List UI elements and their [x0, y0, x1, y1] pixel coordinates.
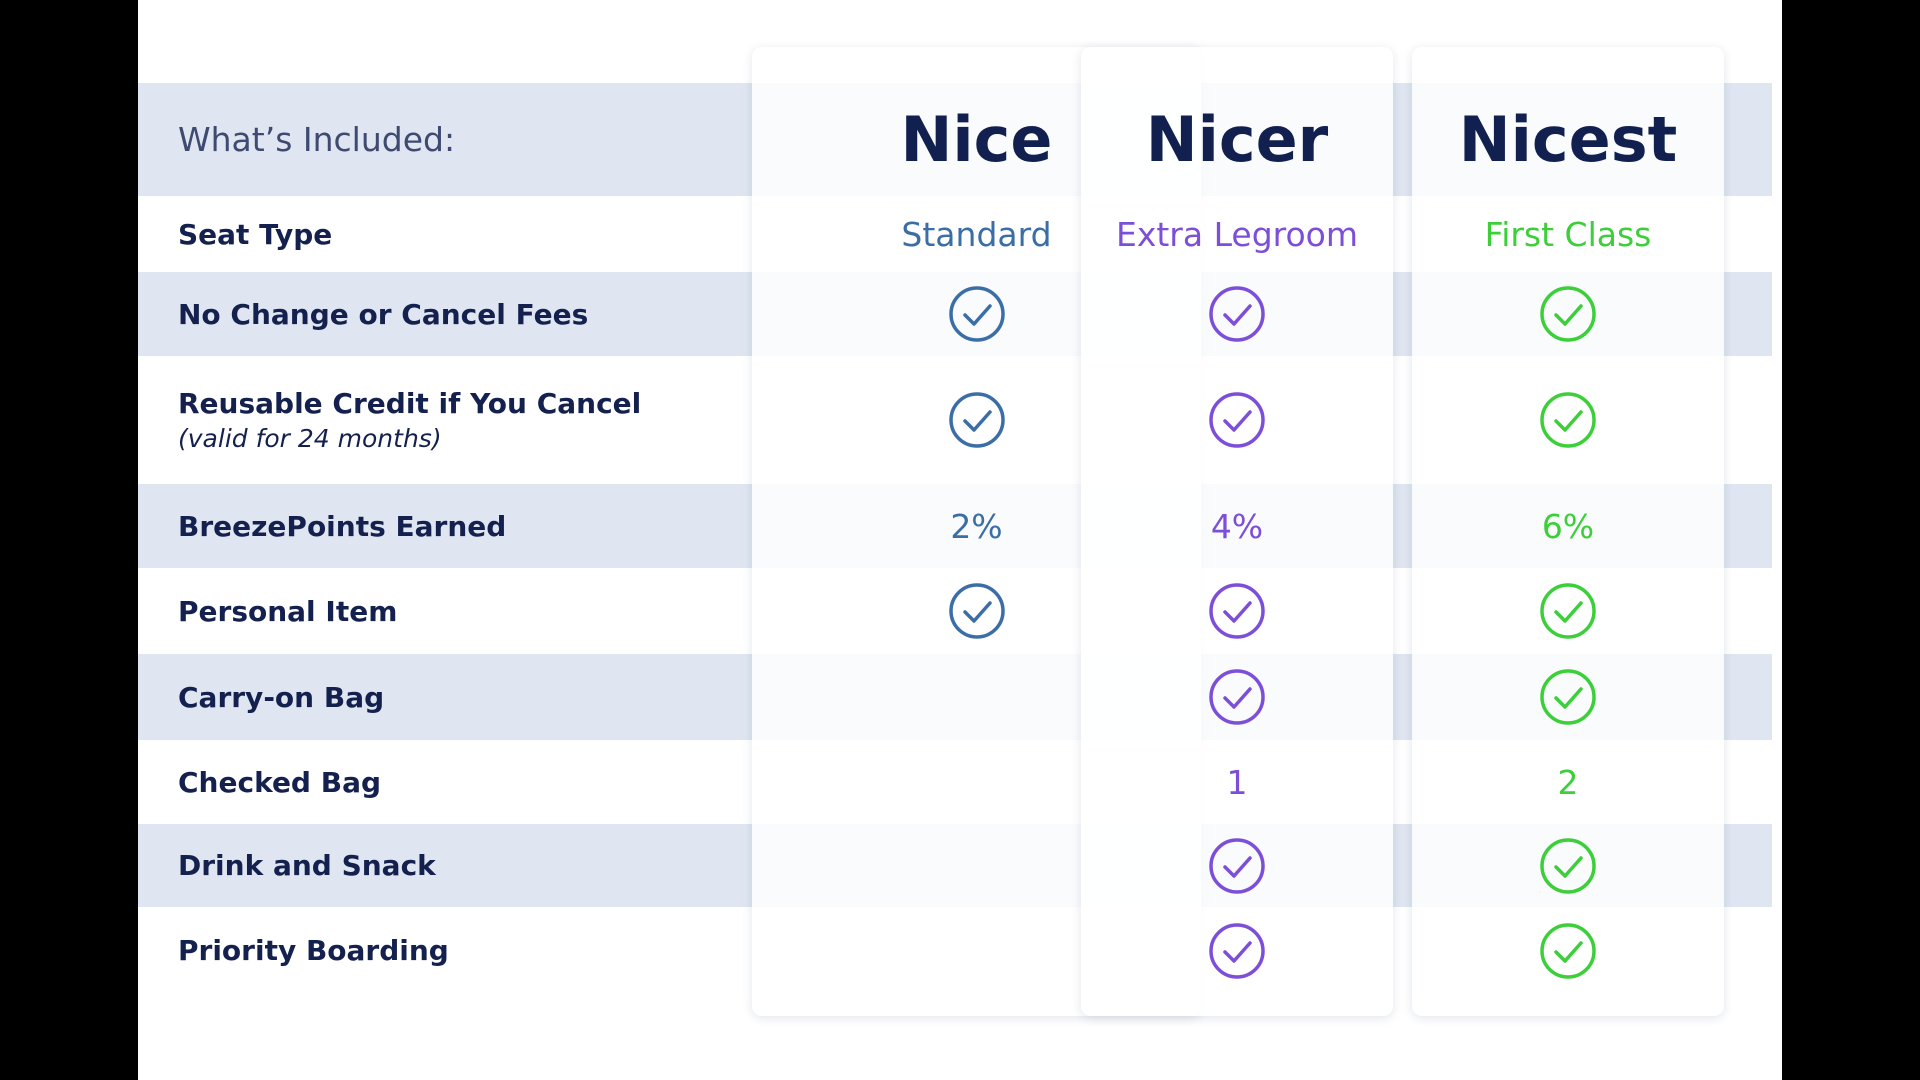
cell	[1081, 907, 1393, 994]
check-icon	[1540, 583, 1596, 639]
row-label-text: Checked Bag	[178, 765, 381, 799]
tier-name: Nicer	[1145, 103, 1329, 176]
check-icon	[1540, 392, 1596, 448]
tier-card	[1081, 47, 1393, 1016]
row-label: Priority Boarding	[138, 907, 748, 994]
row-label-text: No Change or Cancel Fees	[178, 297, 589, 331]
cell	[1412, 272, 1724, 356]
cell	[1412, 654, 1724, 740]
comparison-table: What’s Included: Nice Nicer Nicest Seat Type…	[138, 0, 1782, 1080]
row-label-text: Reusable Credit if You Cancel	[178, 387, 642, 420]
cell: 2%	[950, 506, 1003, 546]
cell: Extra Legroom	[1115, 214, 1359, 254]
row-label-text: Priority Boarding	[178, 934, 449, 967]
row-label-text: Seat Type	[178, 217, 333, 251]
cell: 4%	[1210, 506, 1264, 546]
row-label-text: BreezePoints Earned	[178, 509, 507, 543]
check-icon	[1540, 837, 1596, 894]
check-icon	[948, 286, 1005, 342]
check-icon	[1209, 837, 1265, 894]
cell	[1081, 272, 1393, 356]
row-label: Drink and Snack	[138, 824, 748, 907]
cell	[1081, 824, 1393, 907]
cell: First Class	[1484, 214, 1652, 254]
row-label-text: Drink and Snack	[178, 849, 436, 882]
cell	[1081, 654, 1393, 740]
cell	[1081, 568, 1393, 654]
check-icon	[948, 392, 1005, 448]
row-label: Checked Bag	[138, 740, 748, 824]
tier-name: Nicest	[1458, 103, 1678, 176]
check-icon	[1540, 669, 1596, 725]
check-icon	[1540, 286, 1596, 342]
row-label: Seat Type	[138, 196, 748, 272]
cell: Standard	[901, 214, 1052, 254]
row-label: Personal Item	[138, 568, 748, 654]
cell: 2	[1557, 762, 1579, 802]
header-label: What’s Included:	[178, 120, 456, 159]
cell	[1412, 824, 1724, 907]
tier-name: Nice	[900, 103, 1053, 176]
check-icon	[1540, 922, 1596, 979]
cell	[1412, 907, 1724, 994]
row-note: (valid for 24 months)	[178, 424, 442, 453]
row-label-text: Personal Item	[178, 594, 398, 628]
cell	[1412, 356, 1724, 484]
check-icon	[1209, 669, 1265, 725]
cell: 6%	[1541, 506, 1595, 546]
check-icon	[1209, 583, 1265, 639]
row-label-text: Carry-on Bag	[178, 680, 385, 714]
cell	[752, 272, 1201, 356]
row-label: BreezePoints Earned	[138, 484, 748, 568]
cell	[752, 568, 1201, 654]
cell	[1081, 356, 1393, 484]
check-icon	[1209, 922, 1265, 979]
check-icon	[1209, 286, 1265, 342]
cell: 1	[1226, 762, 1248, 802]
row-label: Reusable Credit if You Cancel (valid for …	[138, 356, 748, 484]
row-label: Carry-on Bag	[138, 654, 748, 740]
cell	[1412, 568, 1724, 654]
check-icon	[948, 583, 1005, 639]
row-label: No Change or Cancel Fees	[138, 272, 748, 356]
check-icon	[1209, 392, 1265, 448]
tier-card	[1412, 47, 1724, 1016]
cell	[752, 356, 1201, 484]
